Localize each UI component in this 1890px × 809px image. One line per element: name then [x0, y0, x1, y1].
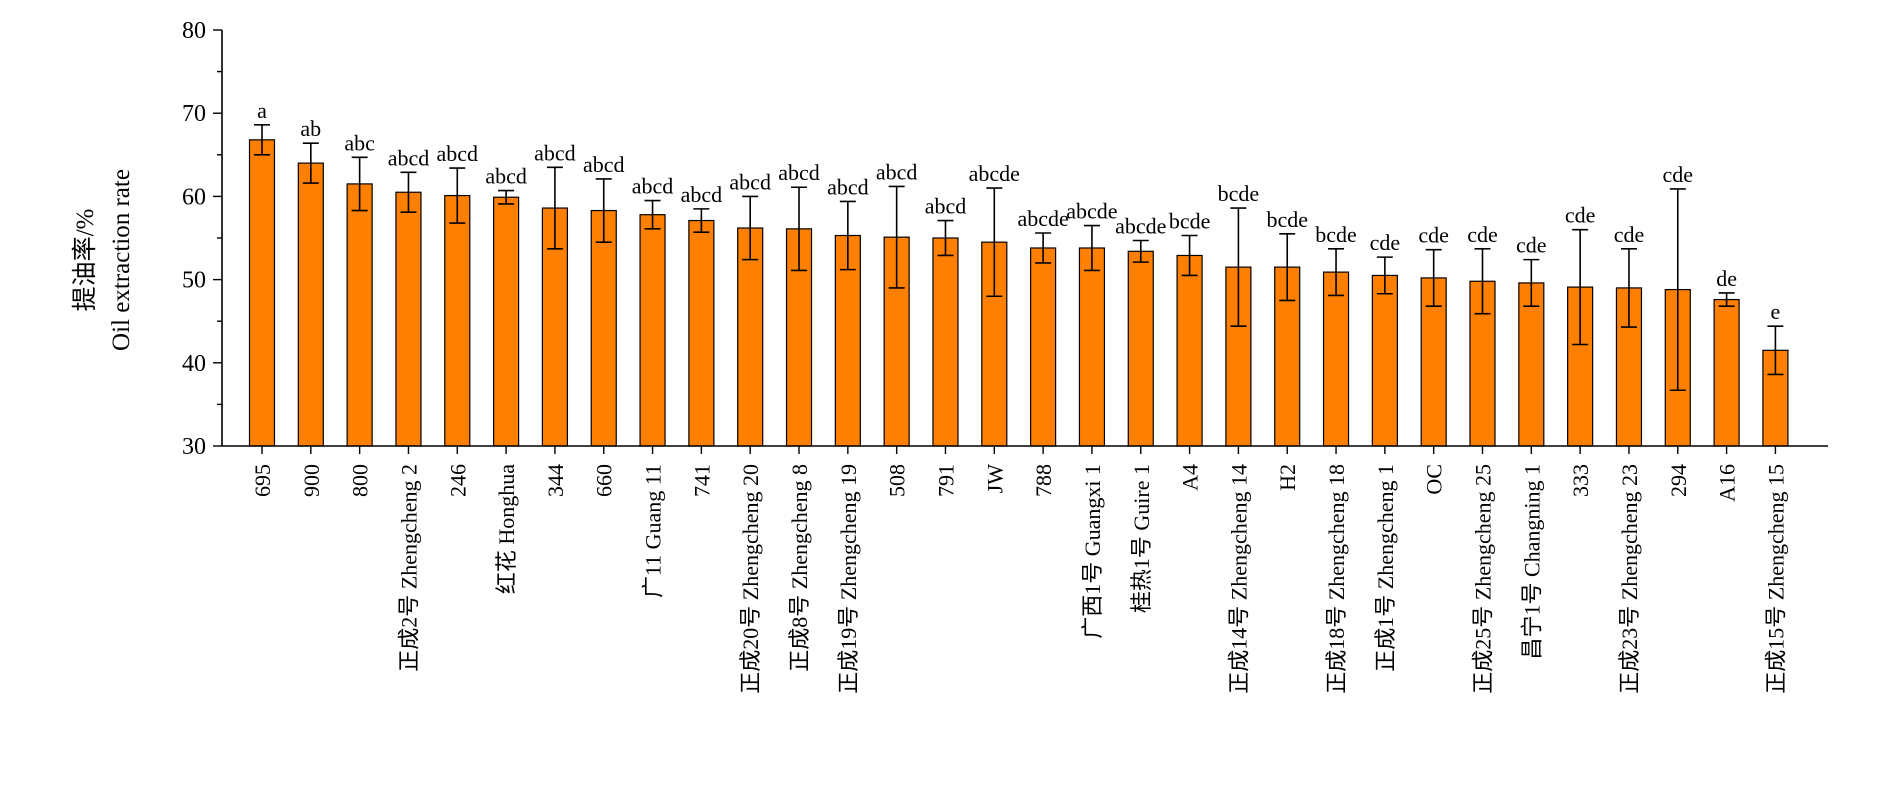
significance-label: ab: [300, 116, 321, 141]
significance-label: bcde: [1218, 181, 1260, 206]
x-tick-label: 791: [933, 464, 958, 497]
significance-label: a: [257, 98, 267, 123]
significance-label: cde: [1614, 222, 1645, 247]
significance-label: bcde: [1315, 222, 1357, 247]
x-tick-label: 660: [592, 464, 617, 497]
x-tick-label: 508: [885, 464, 910, 497]
significance-label: abcd: [583, 152, 625, 177]
bar: [444, 194, 471, 447]
x-tick-label: OC: [1422, 464, 1447, 495]
bar: [493, 196, 520, 447]
bar: [639, 214, 666, 447]
y-tick-label: 30: [182, 434, 206, 460]
significance-label: cde: [1418, 223, 1449, 248]
bar: [346, 183, 373, 447]
x-tick-label: 正成15号 Zhengcheng 15: [1763, 464, 1788, 694]
significance-label: abcd: [925, 194, 967, 219]
significance-label: cde: [1467, 222, 1498, 247]
significance-label: cde: [1516, 233, 1547, 258]
x-tick-label: 正成1号 Zhengcheng 1: [1373, 464, 1398, 672]
significance-label: abcd: [729, 169, 771, 194]
significance-label: bcde: [1169, 209, 1211, 234]
significance-label: e: [1771, 299, 1781, 324]
significance-label: abcd: [388, 145, 430, 170]
bar: [1518, 282, 1545, 447]
x-tick-label: 昌宁1号 Changning 1: [1519, 464, 1544, 660]
bar: [395, 191, 422, 447]
x-tick-label: 正成2号 Zhengcheng 2: [396, 464, 421, 672]
bar: [932, 237, 959, 447]
bar: [1030, 247, 1057, 447]
significance-label: abcde: [1017, 206, 1068, 231]
significance-label: abcde: [1066, 199, 1117, 224]
y-axis-label-cn: 提油率/%: [71, 209, 99, 312]
significance-label: abcd: [876, 159, 918, 184]
bar: [1322, 271, 1350, 447]
x-tick-label: 788: [1031, 464, 1056, 497]
x-tick-label: 广西1号 Guangxi 1: [1080, 464, 1105, 639]
significance-label: cde: [1370, 230, 1401, 255]
bar: [590, 209, 617, 447]
x-tick-label: 800: [348, 464, 373, 497]
x-tick-label: 正成23号 Zhengcheng 23: [1617, 464, 1642, 694]
significance-label: abcd: [485, 164, 527, 189]
y-tick-label: 70: [182, 101, 206, 127]
y-ticks-layer: 30 40 50 60 70 80: [182, 18, 222, 460]
x-tick-label: A16: [1715, 464, 1740, 502]
bar: [688, 219, 715, 447]
x-tick-label: 正成14号 Zhengcheng 14: [1226, 464, 1251, 694]
x-tick-label: 正成19号 Zhengcheng 19: [836, 464, 861, 694]
bar: [248, 139, 276, 447]
significance-label: abcd: [681, 182, 723, 207]
x-tick-label: A4: [1178, 464, 1203, 491]
y-tick-label: 80: [182, 18, 206, 44]
bar: [297, 162, 324, 447]
x-tick-label: 正成20号 Zhengcheng 20: [738, 464, 763, 694]
significance-label: abcde: [1115, 213, 1166, 238]
x-tick-label: 桂热1号 Guire 1: [1129, 464, 1154, 613]
x-tick-label: 正成25号 Zhengcheng 25: [1471, 464, 1496, 694]
significance-label: abc: [344, 130, 375, 155]
x-tick-label: 695: [250, 464, 275, 497]
significance-label: de: [1716, 266, 1737, 291]
x-tick-label: 344: [543, 464, 568, 497]
bar: [1127, 250, 1154, 447]
x-tick-label: 294: [1666, 464, 1691, 497]
y-tick-label: 40: [182, 351, 206, 377]
bar: [1371, 274, 1398, 447]
error-bars-layer: [254, 124, 1784, 392]
bar: [1176, 254, 1203, 447]
bar: [737, 227, 764, 447]
significance-label: abcd: [632, 174, 674, 199]
significance-label: abcde: [969, 161, 1020, 186]
bar: [1078, 247, 1106, 447]
x-tick-label: 900: [299, 464, 324, 497]
x-tick-label: 246: [445, 464, 470, 497]
significance-label: abcd: [437, 141, 479, 166]
x-ticks-layer: 695 900 800 正成2号 Zhengcheng 2 246 红花 Honghua 3…: [250, 446, 1788, 694]
significance-label: abcd: [534, 140, 576, 165]
y-axis-title: 提油率/% Oil extraction rate: [71, 169, 135, 351]
x-tick-label: 正成8号 Zhengcheng 8: [787, 464, 812, 672]
x-tick-label: 广11 Guang 11: [641, 464, 666, 598]
x-tick-label: 正成18号 Zhengcheng 18: [1324, 464, 1349, 694]
bars-layer: [248, 139, 1789, 447]
significance-label: cde: [1565, 203, 1596, 228]
x-tick-label: H2: [1275, 464, 1300, 491]
y-tick-label: 50: [182, 268, 206, 294]
x-tick-label: 红花 Honghua: [494, 464, 519, 594]
bar: [1713, 298, 1740, 447]
significance-label: bcde: [1266, 207, 1308, 232]
x-tick-label: JW: [982, 464, 1007, 494]
significance-label: abcd: [827, 174, 869, 199]
y-axis-label-en: Oil extraction rate: [108, 169, 135, 351]
significance-label: cde: [1663, 162, 1694, 187]
y-tick-label: 60: [182, 184, 206, 210]
x-tick-label: 741: [689, 464, 714, 497]
significance-label: abcd: [778, 160, 820, 185]
x-tick-label: 333: [1568, 464, 1593, 497]
